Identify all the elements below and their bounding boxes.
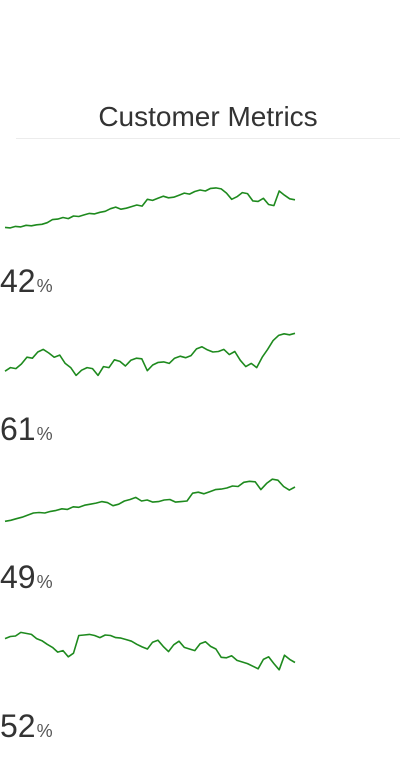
sparkline-line [4, 332, 296, 377]
metric-value: 42% [0, 263, 53, 304]
metric-unit: % [36, 424, 53, 444]
page-header: Customer Metrics [16, 98, 400, 139]
metric-card[interactable]: 42% [0, 168, 300, 318]
metric-number: 52 [0, 708, 36, 744]
page-title: Customer Metrics [98, 101, 318, 132]
sparkline-line [4, 187, 296, 229]
metric-unit: % [36, 721, 53, 741]
metric-unit: % [36, 572, 53, 592]
metric-number: 42 [0, 263, 36, 299]
metric-value: 61% [0, 411, 53, 452]
sparkline-line [4, 631, 296, 671]
metric-value: 52% [0, 708, 53, 749]
metric-card[interactable]: 61% [0, 316, 300, 466]
metric-card[interactable]: 52% [0, 613, 300, 763]
sparkline-line [4, 478, 296, 523]
sparkline-chart [4, 631, 296, 671]
sparkline-chart [4, 478, 296, 523]
sparkline-chart [4, 187, 296, 229]
metric-value: 49% [0, 559, 53, 600]
sparkline-chart [4, 332, 296, 377]
metric-unit: % [36, 276, 53, 296]
metric-card[interactable]: 49% [0, 464, 300, 614]
metric-number: 49 [0, 559, 36, 595]
metric-number: 61 [0, 411, 36, 447]
